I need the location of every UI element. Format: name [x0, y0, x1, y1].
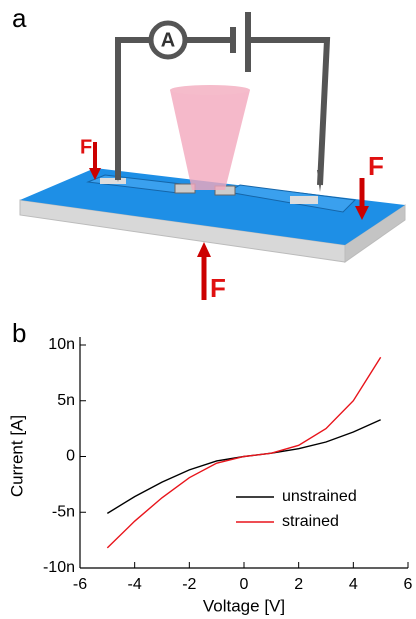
page: a A F F F b Voltage — [0, 0, 416, 619]
y-tick-label: 0 — [66, 448, 75, 465]
diagram: a A F F F — [12, 3, 405, 303]
force-label: F — [80, 136, 92, 158]
force-label: F — [210, 273, 226, 303]
y-tick-label: -10n — [43, 559, 75, 576]
y-tick-label: -5n — [52, 503, 75, 520]
wire — [248, 40, 327, 185]
light-cone-top — [170, 85, 250, 95]
electrode — [100, 178, 126, 184]
x-tick-label: -4 — [128, 576, 142, 593]
series-line — [107, 357, 380, 548]
x-tick-label: 0 — [240, 576, 249, 593]
x-tick-label: 4 — [349, 576, 358, 593]
force-label: F — [368, 151, 384, 181]
y-axis-label: Current [A] — [7, 415, 26, 497]
figure: a A F F F b Voltage — [0, 0, 416, 619]
battery-plate — [230, 27, 236, 53]
electrode — [290, 196, 318, 204]
light-cone — [170, 90, 250, 190]
x-tick-label: 6 — [404, 576, 413, 593]
y-tick-label: 5n — [57, 392, 75, 409]
x-tick-label: 2 — [294, 576, 303, 593]
y-tick-label: 10n — [48, 336, 75, 353]
force-arrowhead — [197, 242, 211, 257]
wire — [118, 40, 151, 180]
panel-label: b — [12, 318, 26, 348]
x-tick-label: -2 — [182, 576, 196, 593]
legend-label: unstrained — [282, 488, 357, 505]
ammeter-label: A — [161, 29, 175, 51]
x-tick-label: -6 — [73, 576, 87, 593]
chart: b Voltage [V] Current [A] -10n -5n 0 5n 10n -… — [7, 318, 412, 616]
x-axis-label: Voltage [V] — [203, 596, 285, 615]
legend-label: strained — [282, 513, 339, 530]
panel-label: a — [12, 3, 27, 33]
battery-plate — [245, 12, 251, 72]
